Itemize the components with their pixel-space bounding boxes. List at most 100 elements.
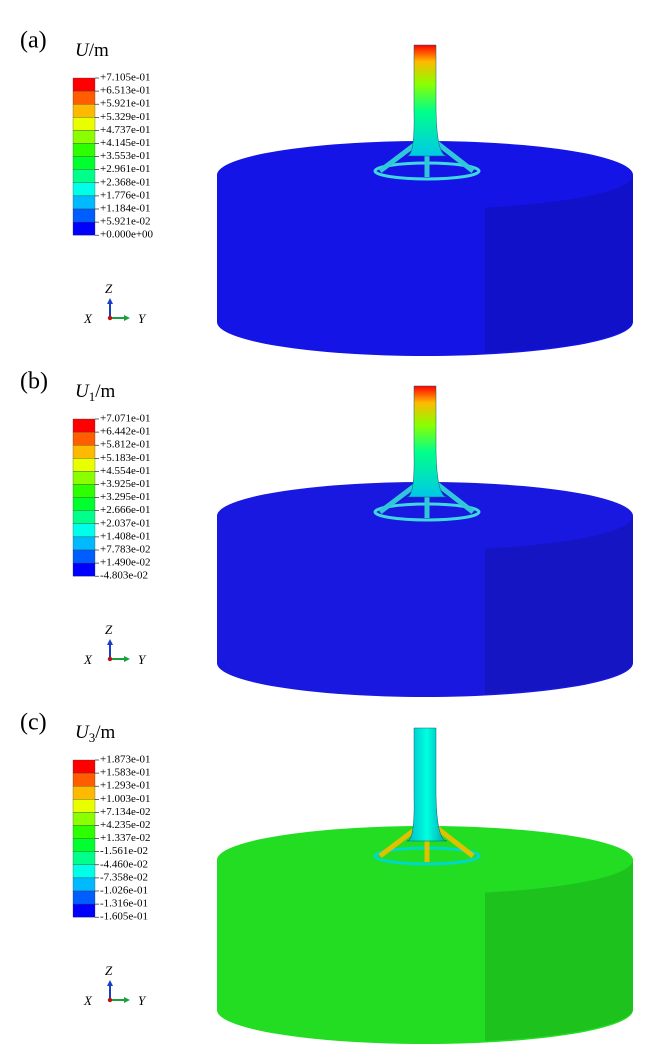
legend-band [72, 864, 96, 879]
legend-band [72, 838, 96, 852]
panel: (b) U1/m +7.071e-01+6.442e-01+5.812e-01+5.… [20, 369, 633, 697]
tower [406, 385, 448, 498]
legend-label: +7.071e-01 [100, 413, 151, 425]
legend-band [72, 169, 96, 183]
legend-label: +1.873e-01 [100, 754, 151, 766]
legend-band [72, 786, 96, 800]
legend-label: +4.554e-01 [100, 465, 151, 477]
symbol: U [75, 40, 90, 61]
legend-label: -4.803e-02 [100, 570, 148, 582]
legend-band [72, 549, 96, 564]
legend-band [72, 877, 96, 892]
legend-band [72, 182, 96, 197]
tower [406, 44, 448, 157]
axis-z-head [107, 639, 113, 645]
legend-label: +6.513e-01 [100, 85, 151, 97]
cylinder-side [217, 516, 633, 697]
legend-band [72, 890, 96, 905]
legend-label: -7.358e-02 [100, 871, 148, 883]
legend-band [72, 497, 96, 511]
legend-band [72, 825, 96, 839]
axis-x-label: X [83, 652, 93, 667]
legend-band [72, 536, 96, 551]
legend-band [72, 208, 96, 223]
axis-z-head [107, 298, 113, 304]
legend-label: +5.183e-01 [100, 452, 151, 464]
legend-band [72, 77, 96, 92]
legend-label: +5.329e-01 [100, 111, 151, 123]
legend-band [72, 799, 96, 813]
unit: /m [95, 381, 115, 402]
unit: /m [89, 40, 109, 61]
legend-label: +3.553e-01 [100, 150, 151, 162]
legend-label: +2.666e-01 [100, 504, 151, 516]
legend-band [72, 759, 96, 774]
legend-label: -1.561e-02 [100, 845, 148, 857]
panel-label: (b) [20, 369, 48, 395]
cylinder-shade [485, 860, 633, 1041]
cylinder-side [217, 175, 633, 356]
legend-band [72, 195, 96, 210]
axis-z-label: Z [105, 963, 113, 978]
unit: /m [95, 722, 115, 743]
legend-label: -1.316e-01 [100, 898, 148, 910]
legend-band [72, 903, 96, 918]
legend-band [72, 458, 96, 472]
legend-label: +3.925e-01 [100, 478, 151, 490]
axis-y-head [124, 656, 130, 662]
legend-band [72, 445, 96, 459]
axis-x-label: X [83, 311, 93, 326]
legend-label: +1.184e-01 [100, 203, 151, 215]
tower [406, 727, 448, 842]
axis-origin [107, 315, 113, 321]
legend-band [72, 484, 96, 498]
legend-label: +1.337e-02 [100, 832, 151, 844]
legend-band [72, 221, 96, 236]
legend-label: +7.134e-02 [100, 806, 151, 818]
axis-origin [107, 656, 113, 662]
axis-x-label: X [83, 993, 93, 1008]
axis-z-head [107, 980, 113, 986]
legend-band [72, 523, 96, 538]
legend-label: -1.026e-01 [100, 885, 148, 897]
legend-band [72, 562, 96, 577]
legend-band [72, 510, 96, 524]
legend-label: +1.408e-01 [100, 530, 151, 542]
legend-label: +1.293e-01 [100, 780, 151, 792]
legend-label: +4.235e-02 [100, 819, 151, 831]
axis-z-label: Z [105, 622, 113, 637]
legend-band [72, 143, 96, 157]
cylinder-side [217, 860, 633, 1044]
legend-label: +2.961e-01 [100, 163, 151, 175]
legend-title: U1/m [75, 381, 116, 404]
legend-label: +7.783e-02 [100, 544, 151, 556]
legend-band [72, 851, 96, 865]
axis-y-label: Y [138, 993, 147, 1008]
legend-label: +2.368e-01 [100, 176, 151, 188]
legend-label: +1.003e-01 [100, 793, 151, 805]
legend-label: -4.460e-02 [100, 858, 148, 870]
legend-label: +4.145e-01 [100, 137, 151, 149]
cylinder-shade [485, 516, 633, 694]
legend-label: +5.921e-01 [100, 98, 151, 110]
legend-label: +6.442e-01 [100, 426, 151, 438]
legend-band [72, 812, 96, 826]
panel: (a) U/m +7.105e-01+6.513e-01+5.921e-01+5.3… [20, 28, 633, 356]
legend-band [72, 471, 96, 485]
legend-label: +7.105e-01 [100, 72, 151, 84]
legend-band [72, 104, 96, 118]
legend-band [72, 772, 96, 787]
panel-label: (c) [20, 710, 47, 736]
legend-band [72, 130, 96, 144]
legend-title: U3/m [75, 722, 116, 745]
legend-band [72, 418, 96, 433]
cylinder-shade [485, 175, 633, 353]
panel: (c) U3/m+1.873e-01+1.583e-01+1.293e-01+1.… [20, 710, 633, 1044]
legend-label: +1.583e-01 [100, 767, 151, 779]
axis-y-head [124, 997, 130, 1003]
legend-band [72, 117, 96, 131]
legend-label: -1.605e-01 [100, 911, 148, 923]
axis-origin [107, 997, 113, 1003]
legend-label: +5.921e-02 [100, 216, 151, 228]
